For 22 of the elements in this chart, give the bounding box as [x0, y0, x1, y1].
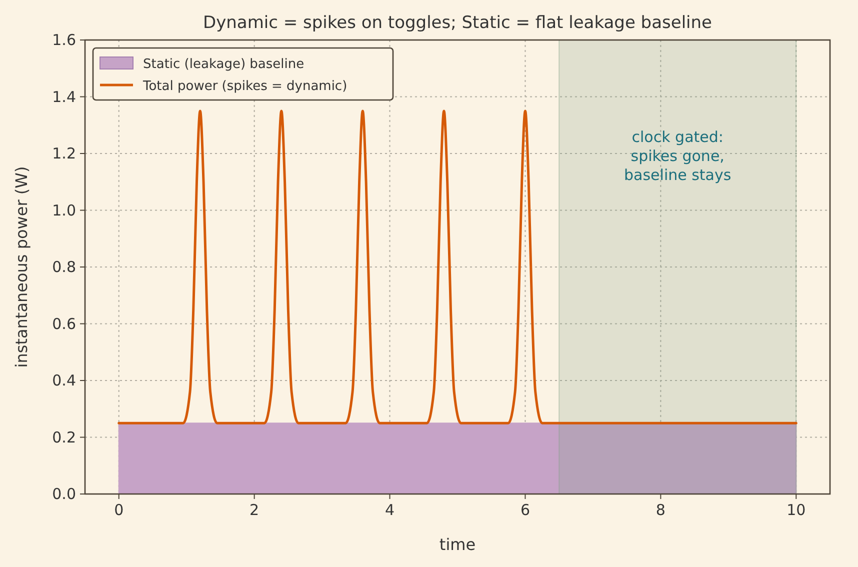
y-axis-title: instantaneous power (W): [12, 166, 31, 368]
y-tick-label: 0.8: [52, 258, 76, 276]
legend-label: Total power (spikes = dynamic): [142, 79, 348, 94]
y-tick-label: 1.0: [52, 201, 76, 220]
y-tick-label: 0.4: [52, 372, 76, 390]
y-tick-label: 1.6: [52, 31, 76, 49]
legend-label: Static (leakage) baseline: [143, 57, 304, 72]
x-tick-label: 0: [114, 501, 124, 519]
y-tick-label: 1.2: [52, 144, 76, 162]
band-label: clock gated: spikes gone, baseline stays: [624, 128, 732, 184]
line-series: [118, 110, 798, 424]
x-tick-label: 4: [385, 501, 395, 519]
y-tick-label: 1.4: [52, 88, 76, 106]
x-tick-label: 6: [520, 501, 530, 519]
chart-title: Dynamic = spikes on toggles; Static = flat leakage baseline: [202, 13, 712, 33]
y-tick-label: 0.2: [52, 428, 76, 446]
x-tick-label: 10: [786, 501, 806, 519]
x-tick-label: 8: [656, 501, 666, 519]
y-tick-label: 0.0: [52, 485, 76, 503]
y-tick-label: 0.6: [52, 314, 76, 333]
x-tick-label: 2: [250, 501, 260, 519]
x-axis-title: time: [439, 535, 476, 554]
